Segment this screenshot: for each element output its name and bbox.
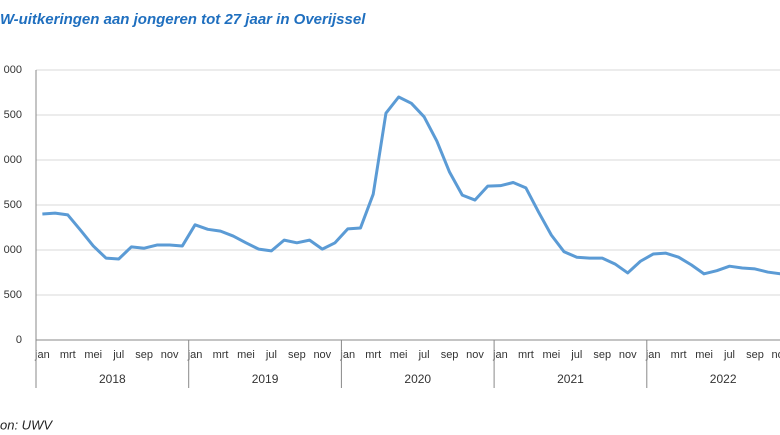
x-tick-label: mrt	[518, 349, 534, 361]
y-tick-label: 000	[4, 154, 22, 166]
x-tick-label: mei	[84, 349, 102, 361]
x-tick-label: jul	[265, 349, 277, 361]
x-tick-label: sep	[441, 349, 459, 361]
year-label: 2020	[404, 372, 431, 386]
x-tick-label: mei	[237, 349, 255, 361]
y-tick-label: 500	[4, 199, 22, 211]
year-label: 2018	[99, 372, 126, 386]
y-tick-label: 500	[4, 109, 22, 121]
x-tick-label: mrt	[365, 349, 381, 361]
x-tick-label: nov	[313, 349, 331, 361]
x-tick-label: jul	[112, 349, 124, 361]
chart-title: W-uitkeringen aan jongeren tot 27 jaar i…	[0, 11, 366, 28]
x-tick-label: nov	[772, 349, 780, 361]
y-tick-label: 500	[4, 289, 22, 301]
x-tick-label: nov	[161, 349, 179, 361]
x-tick-label: jan	[645, 349, 661, 361]
data-line	[42, 95, 780, 276]
x-tick-label: jan	[34, 349, 50, 361]
x-tick-label: mrt	[60, 349, 76, 361]
y-tick-label: 000	[4, 244, 22, 256]
year-label: 2022	[710, 372, 737, 386]
x-tick-label: nov	[466, 349, 484, 361]
year-label: 2019	[252, 372, 279, 386]
x-tick-label: sep	[593, 349, 611, 361]
x-tick-label: mei	[390, 349, 408, 361]
x-tick-label: jul	[418, 349, 430, 361]
x-tick-label: jan	[187, 349, 203, 361]
x-tick-label: sep	[288, 349, 306, 361]
y-tick-label: 0	[16, 334, 22, 346]
x-tick-label: sep	[135, 349, 153, 361]
x-tick-label: jan	[339, 349, 355, 361]
year-label: 2021	[557, 372, 584, 386]
x-tick-label: mei	[542, 349, 560, 361]
x-tick-label: nov	[619, 349, 637, 361]
source: on: UWV	[0, 417, 53, 432]
x-tick-label: sep	[746, 349, 764, 361]
x-tick-label: mrt	[671, 349, 687, 361]
x-tick-label: mrt	[213, 349, 229, 361]
y-tick-label: 000	[4, 64, 22, 76]
x-tick-label: mei	[695, 349, 713, 361]
x-tick-label: jan	[492, 349, 508, 361]
x-tick-label: jul	[570, 349, 582, 361]
x-tick-label: jul	[723, 349, 735, 361]
